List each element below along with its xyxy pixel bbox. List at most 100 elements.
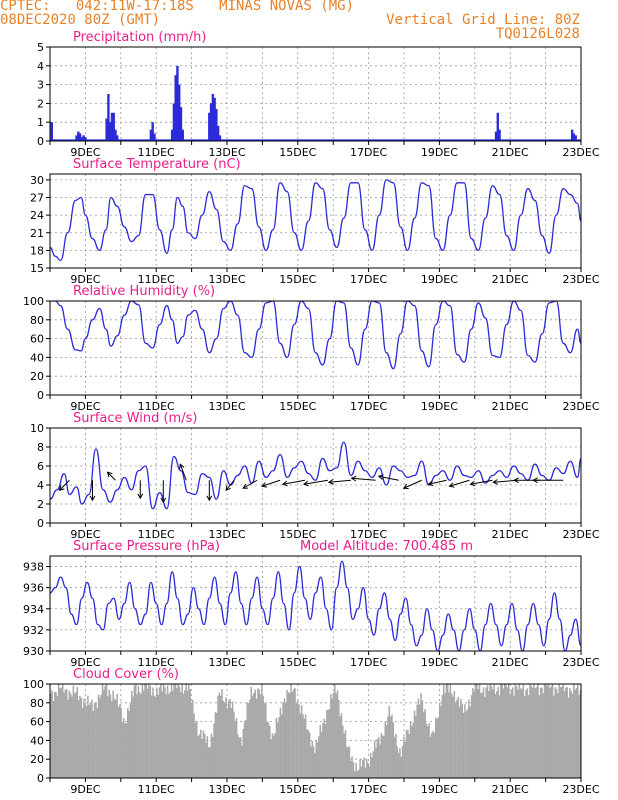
y-tick-label: 30: [30, 174, 44, 187]
cloud-bar: [180, 692, 182, 778]
cloud-bar: [205, 742, 207, 778]
cloud-bar: [327, 710, 329, 778]
y-tick-label: 100: [23, 295, 44, 308]
cloud-bar: [436, 718, 438, 778]
plot-frame: [49, 46, 582, 142]
cloud-bar: [350, 760, 352, 778]
cloud-bar: [116, 693, 118, 778]
cloud-bar: [103, 689, 105, 778]
cloud-bar: [380, 733, 383, 778]
cloud-bar: [304, 714, 307, 778]
y-tick-label: 24: [30, 209, 44, 222]
precip-bar: [84, 137, 87, 141]
cloud-bar: [164, 687, 166, 778]
wind-arrow: [470, 479, 493, 485]
cloud-bar: [545, 684, 547, 778]
x-tick-label: 17DEC: [350, 656, 387, 669]
cloud-bar: [542, 693, 545, 778]
wind-arrow-head: [137, 493, 144, 500]
precip-bar: [50, 122, 53, 141]
cloud-bar: [468, 699, 470, 778]
cloud-bar: [356, 770, 359, 778]
y-tick-label: 5: [37, 41, 44, 54]
cloud-bar: [554, 687, 556, 778]
cloud-bar: [72, 685, 75, 778]
cloud-bar: [138, 692, 141, 778]
cloud-bar: [87, 695, 89, 778]
cloud-bar: [188, 684, 190, 778]
cloud-bar: [504, 684, 506, 778]
cloud-bar: [324, 723, 327, 778]
wind-arrow: [403, 479, 422, 489]
cloud-bar: [343, 733, 345, 778]
wind-arrow: [107, 471, 116, 481]
cloud-bar: [376, 738, 379, 778]
cloud-bar: [280, 714, 283, 778]
cloud-bar: [537, 684, 539, 778]
cloud-bar: [485, 687, 487, 778]
cloud-bar: [578, 694, 580, 778]
y-tick-label: 80: [30, 697, 44, 710]
cloud-bar: [320, 732, 323, 778]
cloud-bar: [496, 691, 498, 778]
cloud-bar: [243, 721, 246, 778]
cloud-bar: [527, 695, 530, 778]
precip-bar: [172, 103, 176, 141]
precip-bar: [218, 135, 222, 141]
cloud-bar: [428, 723, 430, 778]
cloud-bar: [65, 689, 68, 778]
cloud-bar: [105, 684, 108, 778]
cloud-bar: [318, 736, 320, 778]
cloud-bar: [519, 688, 522, 778]
cloud-bar: [323, 718, 325, 778]
cloud-bar: [534, 688, 537, 778]
cloud-bar: [121, 722, 124, 778]
plot-frame: [49, 555, 582, 652]
cloud-bar: [510, 689, 513, 778]
wind-arrow-head: [302, 480, 309, 487]
chart-panel-4: Surface Wind (m/s) 0 2 4 6 8 10 9DEC 11DEC 13DEC 1…: [30, 411, 600, 541]
cloud-bar: [562, 684, 564, 778]
cloud-bar: [144, 684, 146, 778]
precip-bar: [110, 112, 114, 141]
cloud-bar: [115, 699, 117, 778]
cloud-bar: [511, 687, 514, 778]
cloud-bar: [76, 687, 79, 778]
cloud-bar: [494, 693, 497, 778]
y-tick-label: 40: [30, 351, 44, 364]
cloud-bar: [465, 711, 468, 778]
precip-bar: [211, 94, 215, 141]
cloud-bar: [379, 744, 381, 778]
cloud-bar: [412, 722, 414, 778]
cloud-bar: [95, 702, 97, 778]
cloud-bar: [68, 690, 71, 778]
precip-bar: [108, 122, 112, 141]
cloud-bar: [286, 689, 288, 778]
cloud-bar: [415, 715, 417, 778]
precip-bar: [107, 94, 110, 141]
cloud-bar: [169, 692, 172, 778]
precip-bar: [494, 131, 498, 141]
cloud-bar: [50, 693, 52, 778]
cloud-bar: [137, 685, 140, 778]
precip-bar: [153, 133, 156, 141]
cloud-bar: [405, 729, 408, 778]
cloud-bar: [192, 699, 194, 778]
cloud-bar: [245, 720, 247, 778]
precip-bar: [75, 135, 78, 141]
model-code-label: TQ0126L028: [495, 26, 580, 42]
cloud-bar: [561, 686, 563, 778]
precip-bar: [149, 129, 153, 141]
cloud-bar: [210, 733, 213, 778]
cloud-bar: [334, 684, 336, 778]
cloud-bar: [557, 693, 559, 778]
x-tick-label: 23DEC: [562, 146, 599, 159]
chart-title: Cloud Cover (%): [73, 667, 179, 682]
cloud-bar: [392, 722, 395, 778]
cloud-bar: [270, 739, 272, 778]
cloud-bar: [558, 684, 560, 778]
cloud-bar: [498, 695, 501, 778]
cloud-bar: [477, 689, 479, 778]
cloud-bar: [507, 684, 510, 778]
